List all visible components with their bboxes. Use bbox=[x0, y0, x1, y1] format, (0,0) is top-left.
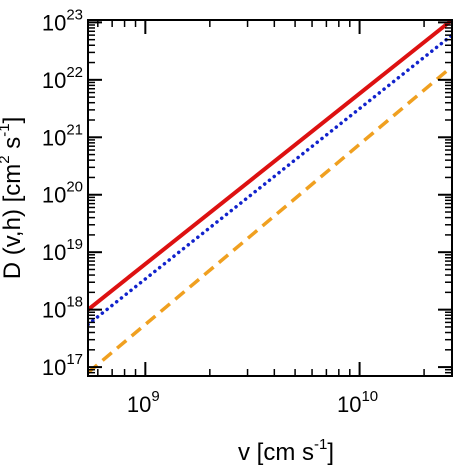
y-tick-label: 1022 bbox=[42, 64, 83, 93]
y-tick-label: 1019 bbox=[42, 236, 83, 265]
y-axis-label-sup: 2 bbox=[0, 155, 13, 163]
y-tick-label: 1023 bbox=[42, 6, 83, 35]
series-line-2 bbox=[88, 33, 452, 327]
x-axis-label-sup: -1 bbox=[314, 436, 327, 453]
series-line-3 bbox=[88, 65, 452, 375]
y-tick-label: 1017 bbox=[42, 351, 83, 380]
x-tick-label: 109 bbox=[127, 388, 160, 417]
y-tick-label: 1018 bbox=[42, 294, 83, 323]
x-tick-label: 1010 bbox=[337, 388, 378, 417]
y-axis-label-main: D (v,h) [cm bbox=[0, 164, 26, 280]
ticks-layer bbox=[88, 20, 452, 377]
y-tick-label: 1020 bbox=[42, 179, 83, 208]
y-axis-label-close: ] bbox=[0, 117, 26, 124]
series-line-1 bbox=[88, 20, 452, 312]
y-axis-label: D (v,h) [cm2 s-1] bbox=[0, 117, 26, 280]
x-axis-label-main: v [cm s bbox=[238, 439, 314, 466]
plot-frame bbox=[87, 19, 453, 377]
labels-layer: 109 1010 1017 1018 1019 1020 1021 1022 1023 bbox=[42, 6, 378, 417]
y-tick-label: 1021 bbox=[42, 121, 83, 150]
x-axis-label-close: ] bbox=[327, 439, 334, 466]
y-axis-label-sup2: -1 bbox=[0, 123, 13, 136]
x-axis-label: v [cm s-1] bbox=[238, 436, 334, 466]
series-layer bbox=[88, 20, 452, 375]
y-axis-label-tail: s bbox=[0, 137, 26, 156]
